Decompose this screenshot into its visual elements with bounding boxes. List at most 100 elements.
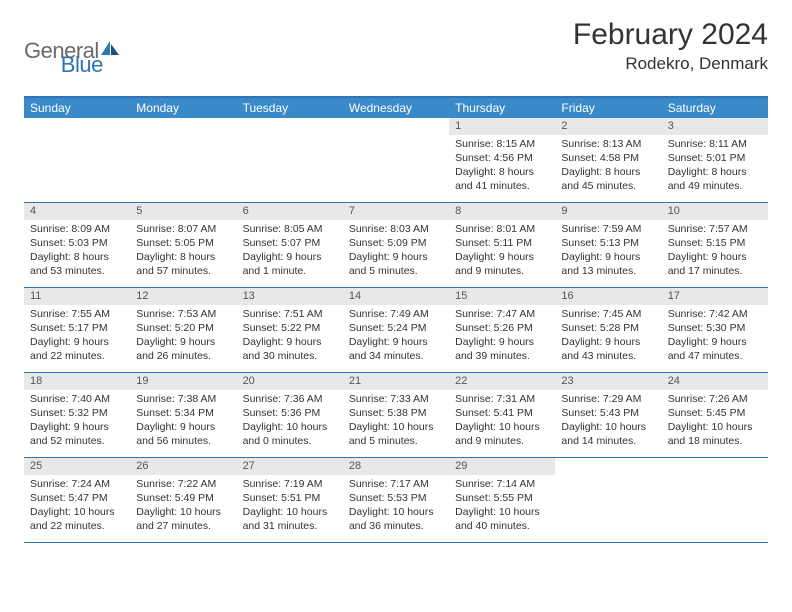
day-number: 9 xyxy=(555,203,661,220)
day-content: Sunrise: 7:38 AMSunset: 5:34 PMDaylight:… xyxy=(130,392,236,453)
sunrise: Sunrise: 7:38 AM xyxy=(136,392,230,406)
day-content: Sunrise: 7:53 AMSunset: 5:20 PMDaylight:… xyxy=(130,307,236,368)
daylight: Daylight: 10 hours and 40 minutes. xyxy=(455,505,549,533)
sunrise: Sunrise: 8:07 AM xyxy=(136,222,230,236)
sunrise: Sunrise: 7:42 AM xyxy=(668,307,762,321)
daylight: Daylight: 9 hours and 17 minutes. xyxy=(668,250,762,278)
day-cell xyxy=(343,118,449,202)
day-content: Sunrise: 8:03 AMSunset: 5:09 PMDaylight:… xyxy=(343,222,449,283)
day-content: Sunrise: 7:55 AMSunset: 5:17 PMDaylight:… xyxy=(24,307,130,368)
day-cell: 11Sunrise: 7:55 AMSunset: 5:17 PMDayligh… xyxy=(24,288,130,372)
daylight: Daylight: 8 hours and 57 minutes. xyxy=(136,250,230,278)
daylight: Daylight: 9 hours and 13 minutes. xyxy=(561,250,655,278)
day-number: 24 xyxy=(662,373,768,390)
day-cell: 9 Sunrise: 7:59 AMSunset: 5:13 PMDaylight… xyxy=(555,203,661,287)
daylight: Daylight: 9 hours and 9 minutes. xyxy=(455,250,549,278)
day-content: Sunrise: 8:05 AMSunset: 5:07 PMDaylight:… xyxy=(237,222,343,283)
sunrise: Sunrise: 7:55 AM xyxy=(30,307,124,321)
day-content: Sunrise: 8:13 AMSunset: 4:58 PMDaylight:… xyxy=(555,137,661,198)
week-row: 1 Sunrise: 8:15 AMSunset: 4:56 PMDaylight… xyxy=(24,118,768,203)
sunset: Sunset: 5:03 PM xyxy=(30,236,124,250)
logo-text-blue: Blue xyxy=(61,52,103,78)
sunset: Sunset: 5:17 PM xyxy=(30,321,124,335)
day-cell: 18Sunrise: 7:40 AMSunset: 5:32 PMDayligh… xyxy=(24,373,130,457)
daylight: Daylight: 9 hours and 30 minutes. xyxy=(243,335,337,363)
day-number: 28 xyxy=(343,458,449,475)
header: General Blue February 2024 Rodekro, Denm… xyxy=(24,18,768,78)
day-cell: 2Sunrise: 8:13 AMSunset: 4:58 PMDaylight… xyxy=(555,118,661,202)
day-cell xyxy=(237,118,343,202)
day-number xyxy=(24,118,130,120)
week-row: 18Sunrise: 7:40 AMSunset: 5:32 PMDayligh… xyxy=(24,373,768,458)
sunrise: Sunrise: 7:45 AM xyxy=(561,307,655,321)
daylight: Daylight: 10 hours and 0 minutes. xyxy=(243,420,337,448)
day-cell: 10Sunrise: 7:57 AMSunset: 5:15 PMDayligh… xyxy=(662,203,768,287)
daylight: Daylight: 10 hours and 27 minutes. xyxy=(136,505,230,533)
day-content: Sunrise: 7:29 AMSunset: 5:43 PMDaylight:… xyxy=(555,392,661,453)
day-content: Sunrise: 8:11 AMSunset: 5:01 PMDaylight:… xyxy=(662,137,768,198)
day-cell: 12Sunrise: 7:53 AMSunset: 5:20 PMDayligh… xyxy=(130,288,236,372)
daylight: Daylight: 8 hours and 53 minutes. xyxy=(30,250,124,278)
day-cell: 6Sunrise: 8:05 AMSunset: 5:07 PMDaylight… xyxy=(237,203,343,287)
daylight: Daylight: 10 hours and 14 minutes. xyxy=(561,420,655,448)
day-number: 26 xyxy=(130,458,236,475)
day-number: 10 xyxy=(662,203,768,220)
day-content: Sunrise: 7:51 AMSunset: 5:22 PMDaylight:… xyxy=(237,307,343,368)
daylight: Daylight: 8 hours and 49 minutes. xyxy=(668,165,762,193)
day-content: Sunrise: 7:31 AMSunset: 5:41 PMDaylight:… xyxy=(449,392,555,453)
day-cell: 7Sunrise: 8:03 AMSunset: 5:09 PMDaylight… xyxy=(343,203,449,287)
day-number xyxy=(555,458,661,460)
sunrise: Sunrise: 7:33 AM xyxy=(349,392,443,406)
day-cell: 13 Sunrise: 7:51 AMSunset: 5:22 PMDayligh… xyxy=(237,288,343,372)
day-number: 1 xyxy=(449,118,555,135)
day-cell: 27Sunrise: 7:19 AMSunset: 5:51 PMDayligh… xyxy=(237,458,343,542)
day-content: Sunrise: 8:15 AMSunset: 4:56 PMDaylight:… xyxy=(449,137,555,198)
daylight: Daylight: 9 hours and 43 minutes. xyxy=(561,335,655,363)
sunrise: Sunrise: 7:31 AM xyxy=(455,392,549,406)
day-number xyxy=(237,118,343,120)
day-cell: 26 Sunrise: 7:22 AMSunset: 5:49 PMDayligh… xyxy=(130,458,236,542)
day-number: 29 xyxy=(449,458,555,475)
sunrise: Sunrise: 7:24 AM xyxy=(30,477,124,491)
daylight: Daylight: 9 hours and 52 minutes. xyxy=(30,420,124,448)
day-content: Sunrise: 7:36 AMSunset: 5:36 PMDaylight:… xyxy=(237,392,343,453)
sunset: Sunset: 5:49 PM xyxy=(136,491,230,505)
daylight: Daylight: 10 hours and 5 minutes. xyxy=(349,420,443,448)
day-number xyxy=(343,118,449,120)
week-row: 11Sunrise: 7:55 AMSunset: 5:17 PMDayligh… xyxy=(24,288,768,373)
day-content: Sunrise: 7:14 AMSunset: 5:55 PMDaylight:… xyxy=(449,477,555,538)
daylight: Daylight: 10 hours and 36 minutes. xyxy=(349,505,443,533)
day-number: 23 xyxy=(555,373,661,390)
daylight: Daylight: 9 hours and 39 minutes. xyxy=(455,335,549,363)
sunrise: Sunrise: 7:17 AM xyxy=(349,477,443,491)
day-content: Sunrise: 7:59 AMSunset: 5:13 PMDaylight:… xyxy=(555,222,661,283)
day-cell: 21Sunrise: 7:33 AMSunset: 5:38 PMDayligh… xyxy=(343,373,449,457)
day-content: Sunrise: 7:22 AMSunset: 5:49 PMDaylight:… xyxy=(130,477,236,538)
day-cell: 24 Sunrise: 7:26 AMSunset: 5:45 PMDayligh… xyxy=(662,373,768,457)
day-number xyxy=(130,118,236,120)
day-cell: 4Sunrise: 8:09 AMSunset: 5:03 PMDaylight… xyxy=(24,203,130,287)
day-content: Sunrise: 8:01 AMSunset: 5:11 PMDaylight:… xyxy=(449,222,555,283)
sunrise: Sunrise: 7:47 AM xyxy=(455,307,549,321)
day-cell: 28Sunrise: 7:17 AMSunset: 5:53 PMDayligh… xyxy=(343,458,449,542)
day-content: Sunrise: 7:26 AMSunset: 5:45 PMDaylight:… xyxy=(662,392,768,453)
day-content: Sunrise: 7:40 AMSunset: 5:32 PMDaylight:… xyxy=(24,392,130,453)
day-cell: 16Sunrise: 7:45 AMSunset: 5:28 PMDayligh… xyxy=(555,288,661,372)
day-number: 13 xyxy=(237,288,343,305)
weekday-monday: Monday xyxy=(130,98,236,118)
sunset: Sunset: 5:28 PM xyxy=(561,321,655,335)
sunrise: Sunrise: 8:01 AM xyxy=(455,222,549,236)
sunrise: Sunrise: 7:51 AM xyxy=(243,307,337,321)
daylight: Daylight: 8 hours and 45 minutes. xyxy=(561,165,655,193)
day-content: Sunrise: 8:09 AMSunset: 5:03 PMDaylight:… xyxy=(24,222,130,283)
title-block: February 2024 Rodekro, Denmark xyxy=(573,18,768,74)
sunrise: Sunrise: 7:14 AM xyxy=(455,477,549,491)
daylight: Daylight: 10 hours and 22 minutes. xyxy=(30,505,124,533)
sunrise: Sunrise: 8:13 AM xyxy=(561,137,655,151)
day-number: 14 xyxy=(343,288,449,305)
daylight: Daylight: 9 hours and 56 minutes. xyxy=(136,420,230,448)
daylight: Daylight: 10 hours and 18 minutes. xyxy=(668,420,762,448)
day-content: Sunrise: 7:24 AMSunset: 5:47 PMDaylight:… xyxy=(24,477,130,538)
month-title: February 2024 xyxy=(573,18,768,52)
day-cell: 14Sunrise: 7:49 AMSunset: 5:24 PMDayligh… xyxy=(343,288,449,372)
